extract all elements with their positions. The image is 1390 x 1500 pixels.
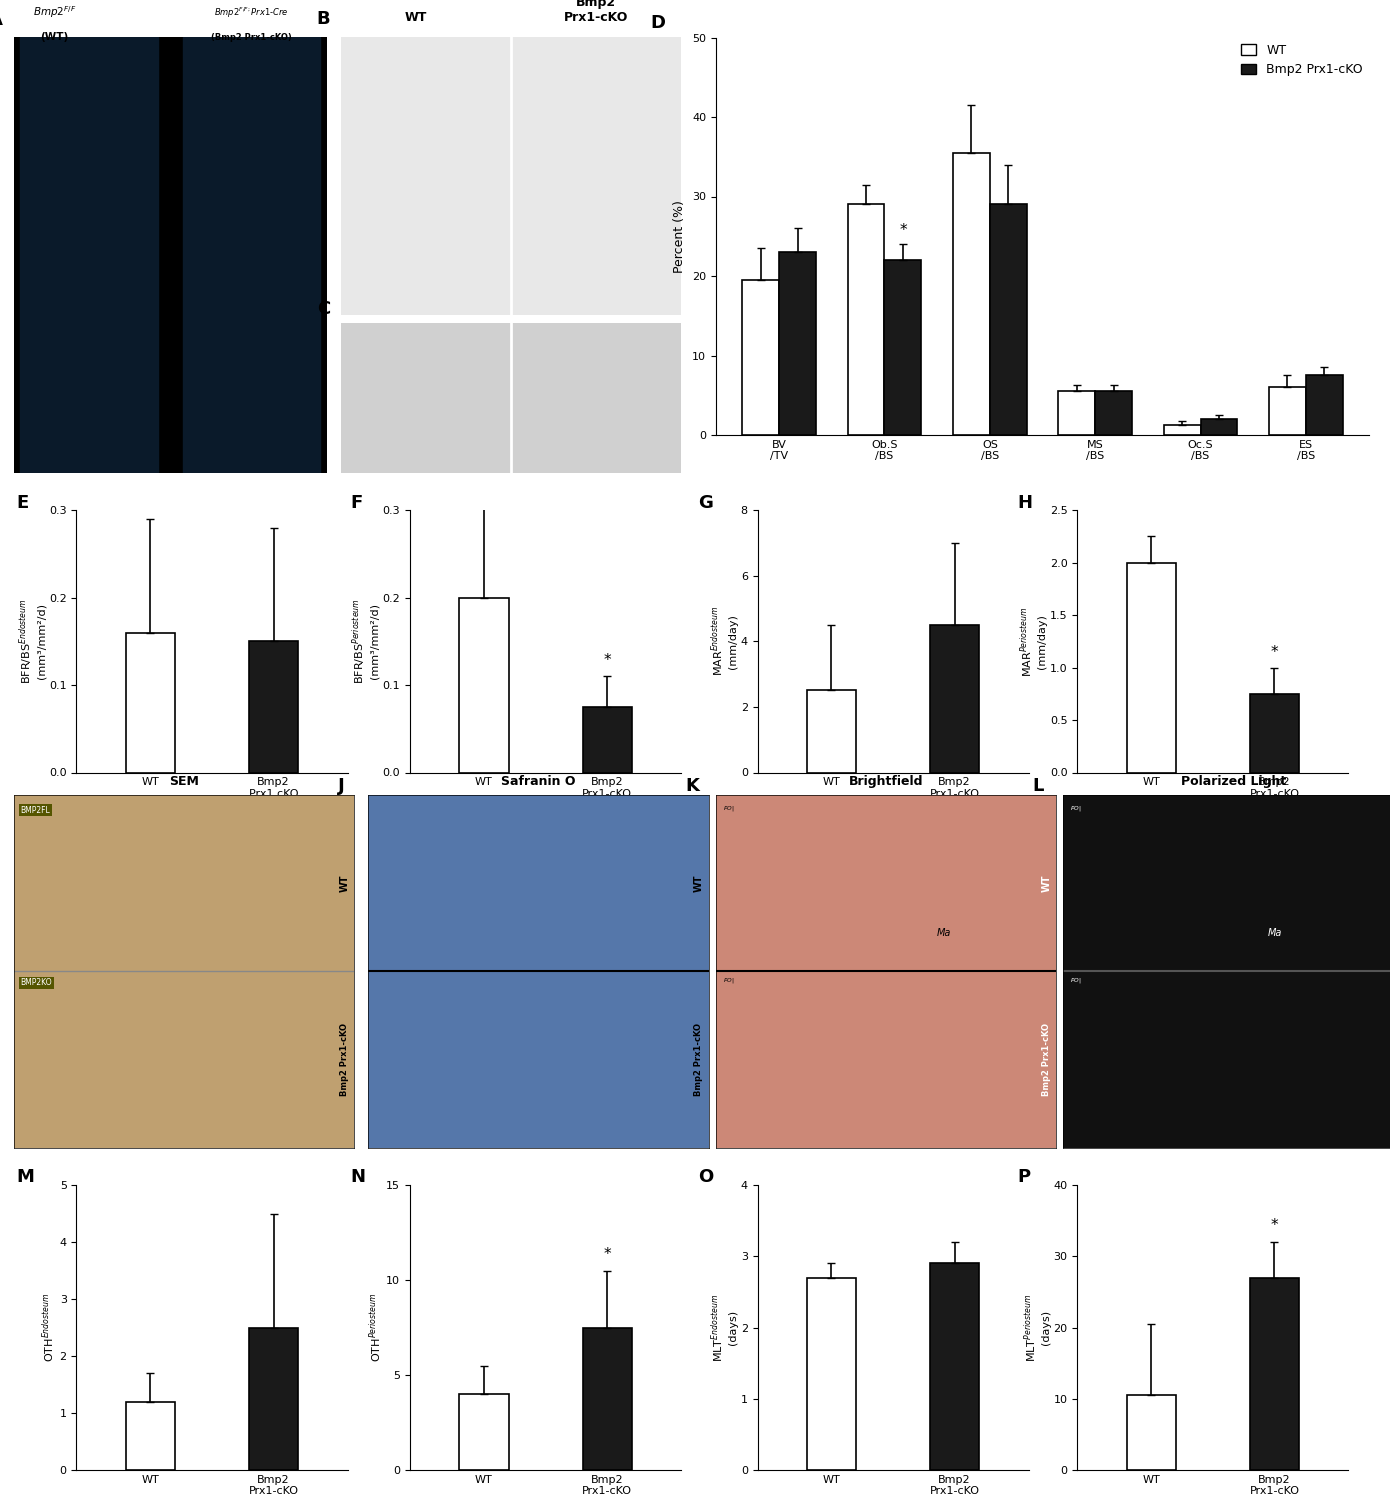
- Y-axis label: BFR/BS$^{Endosteum}$
(mm³/mm²/d): BFR/BS$^{Endosteum}$ (mm³/mm²/d): [17, 598, 46, 684]
- Text: (Bmp2 Prx1-cKO): (Bmp2 Prx1-cKO): [211, 33, 292, 42]
- Text: L: L: [1033, 777, 1044, 795]
- Y-axis label: OTH$^{Endosteum}$: OTH$^{Endosteum}$: [40, 1293, 57, 1362]
- Y-axis label: Percent (%): Percent (%): [673, 200, 687, 273]
- Bar: [125, 1401, 175, 1470]
- Bar: [1250, 693, 1300, 772]
- Y-axis label: OTH$^{Periosteum}$: OTH$^{Periosteum}$: [367, 1293, 384, 1362]
- Bar: [183, 38, 321, 472]
- Text: N: N: [350, 1168, 366, 1186]
- Text: $^{PO|}$: $^{PO|}$: [723, 806, 734, 814]
- Text: $^{PO|}$: $^{PO|}$: [1070, 806, 1081, 814]
- Bar: [249, 1328, 299, 1470]
- Text: Bmp2
Prx1-cKO: Bmp2 Prx1-cKO: [564, 0, 628, 24]
- Y-axis label: MLT$^{Endosteum}$
(days): MLT$^{Endosteum}$ (days): [710, 1293, 738, 1362]
- Bar: [1269, 387, 1307, 435]
- Bar: [930, 626, 980, 772]
- Text: *: *: [1270, 645, 1279, 660]
- Text: *: *: [603, 654, 612, 669]
- Bar: [582, 1328, 632, 1470]
- Text: Polarized Light: Polarized Light: [1182, 776, 1286, 788]
- Bar: [1201, 419, 1237, 435]
- Text: M: M: [17, 1168, 35, 1186]
- Text: Bmp2 Prx1-cKO: Bmp2 Prx1-cKO: [695, 1023, 703, 1096]
- Text: J: J: [338, 777, 345, 795]
- Text: Safranin O: Safranin O: [502, 776, 575, 788]
- Bar: [990, 204, 1027, 435]
- Bar: [249, 642, 299, 772]
- Y-axis label: MAR$^{Endosteum}$
(mm/day): MAR$^{Endosteum}$ (mm/day): [710, 606, 738, 676]
- Y-axis label: MAR$^{Periosteum}$
(mm/day): MAR$^{Periosteum}$ (mm/day): [1019, 606, 1047, 676]
- Text: WT: WT: [0, 874, 1, 892]
- Text: BMP2KO: BMP2KO: [21, 978, 53, 987]
- Text: WT: WT: [404, 10, 427, 24]
- Bar: [1058, 392, 1095, 435]
- Text: WT: WT: [339, 874, 349, 892]
- Bar: [806, 1278, 856, 1470]
- Bar: [954, 153, 990, 435]
- Text: B: B: [317, 9, 331, 27]
- Bar: [778, 252, 816, 435]
- Text: SEM: SEM: [170, 776, 199, 788]
- Text: $Bmp2^{F/F;}Prx1\text{-}Cre$: $Bmp2^{F/F;}Prx1\text{-}Cre$: [214, 6, 289, 20]
- Text: Ma: Ma: [937, 928, 952, 938]
- Text: F: F: [350, 495, 363, 513]
- Text: *: *: [603, 1246, 612, 1262]
- Text: *: *: [899, 224, 906, 238]
- Bar: [1163, 426, 1201, 435]
- Text: O: O: [698, 1168, 713, 1186]
- Bar: [848, 204, 884, 435]
- Text: C: C: [317, 300, 329, 318]
- Text: Bmp2 Prx1-cKO: Bmp2 Prx1-cKO: [1042, 1023, 1051, 1096]
- Text: K: K: [685, 777, 699, 795]
- Bar: [930, 1263, 980, 1470]
- Text: Bmp2 Prx1-cKO: Bmp2 Prx1-cKO: [341, 1023, 349, 1096]
- Text: 100 μm: 100 μm: [438, 328, 481, 339]
- Bar: [1126, 562, 1176, 772]
- Text: P: P: [1017, 1168, 1031, 1186]
- Text: (WT): (WT): [40, 32, 68, 42]
- Text: G: G: [698, 495, 713, 513]
- Text: Ma: Ma: [1268, 928, 1282, 938]
- Y-axis label: MLT$^{Periosteum}$
(days): MLT$^{Periosteum}$ (days): [1023, 1293, 1051, 1362]
- Text: $^{PO|}$: $^{PO|}$: [1070, 978, 1081, 987]
- Bar: [742, 280, 778, 435]
- Text: BMP2FL: BMP2FL: [21, 806, 50, 814]
- Bar: [884, 260, 922, 435]
- Bar: [19, 38, 158, 472]
- Text: A: A: [0, 12, 3, 30]
- Text: WT: WT: [1041, 874, 1051, 892]
- Text: *: *: [1270, 1218, 1279, 1233]
- Text: WT: WT: [694, 874, 703, 892]
- Text: D: D: [651, 13, 666, 32]
- Bar: [125, 633, 175, 772]
- Bar: [1126, 1395, 1176, 1470]
- Bar: [806, 690, 856, 772]
- Text: H: H: [1017, 495, 1033, 513]
- Text: $Bmp2^{F/F}$: $Bmp2^{F/F}$: [33, 4, 76, 20]
- Y-axis label: BFR/BS$^{Periosteum}$
(mm³/mm²/d): BFR/BS$^{Periosteum}$ (mm³/mm²/d): [350, 598, 379, 684]
- Bar: [1095, 392, 1131, 435]
- Legend: WT, Bmp2 Prx1-cKO: WT, Bmp2 Prx1-cKO: [1241, 44, 1364, 76]
- Bar: [1250, 1278, 1300, 1470]
- Text: Brightfield: Brightfield: [849, 776, 923, 788]
- Text: E: E: [17, 495, 29, 513]
- Text: $^{PO|}$: $^{PO|}$: [723, 978, 734, 987]
- Bar: [582, 706, 632, 772]
- Bar: [459, 1394, 509, 1470]
- Bar: [1307, 375, 1343, 435]
- Bar: [459, 597, 509, 772]
